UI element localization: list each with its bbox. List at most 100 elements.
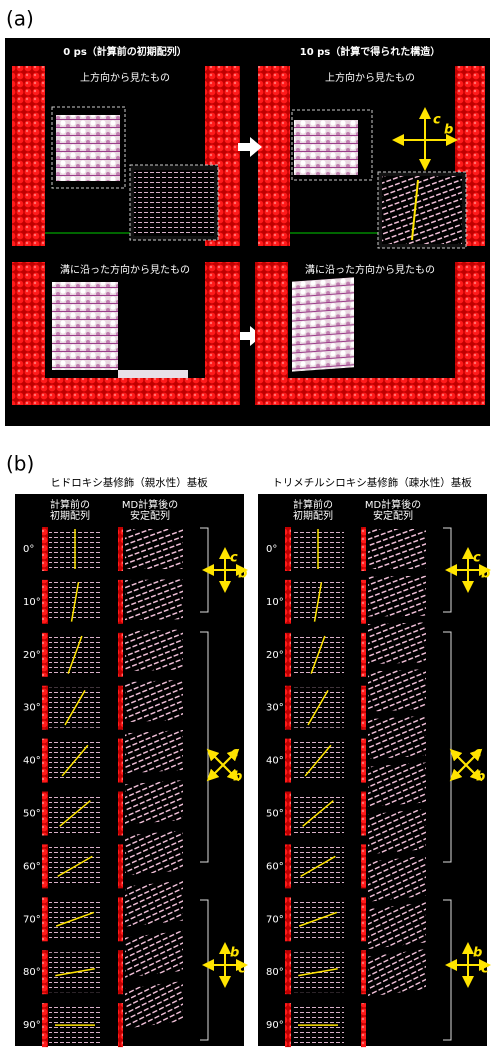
figure: (a) 0 ps（計算前の初期配列） 10 ps（計算で得られた構造） 上方向か… [0, 0, 495, 1050]
md-arrangement [125, 579, 183, 620]
substrate [118, 739, 123, 783]
substrate [42, 950, 48, 994]
md-arrangement [125, 780, 183, 824]
substrate [285, 792, 291, 836]
angle-label: 70° [266, 914, 284, 925]
md-arrangement [368, 809, 426, 854]
md-arrangement [368, 762, 426, 806]
angle-label: 80° [23, 967, 41, 978]
axis-label: c [473, 551, 481, 566]
md-arrangement [368, 576, 426, 617]
substrate [361, 897, 366, 941]
substrate [361, 633, 366, 677]
panel-label: (a) [6, 7, 34, 31]
axis-label: b [230, 946, 239, 961]
md-arrangement [368, 622, 426, 664]
substrate [361, 950, 366, 994]
substrate [285, 686, 291, 730]
substrate [42, 844, 48, 888]
md-arrangement [125, 881, 183, 927]
axis-label: b [481, 567, 490, 582]
substrate [42, 897, 48, 941]
substrate [42, 633, 48, 677]
substrate [118, 580, 123, 624]
axis-label: c [231, 746, 239, 761]
angle-label: 10° [23, 597, 41, 608]
angle-label: 60° [23, 861, 41, 872]
caption: 溝に沿った方向から見たもの [305, 263, 435, 276]
axis-label: c [481, 962, 489, 977]
substrate [285, 739, 291, 783]
axis-label: c [474, 746, 482, 761]
axis-label: b [473, 946, 482, 961]
angle-label: 60° [266, 861, 284, 872]
substrate [361, 1003, 366, 1047]
axis-label: c [230, 551, 238, 566]
md-arrangement [368, 902, 426, 949]
md-arrangement [125, 981, 183, 1029]
angle-label: 20° [23, 650, 41, 661]
angle-label: 70° [23, 914, 41, 925]
substrate [361, 686, 366, 730]
md-arrangement [368, 949, 426, 997]
angle-label: 40° [23, 756, 41, 767]
column-header: 初期配列 [50, 509, 90, 522]
panel-title: ヒドロキシ基修飾（親水性）基板 [50, 476, 208, 489]
caption: 上方向から見たもの [325, 71, 415, 84]
substrate [42, 580, 48, 624]
column-header: MD計算後の [122, 498, 178, 511]
substrate [42, 1003, 48, 1047]
angle-label: 80° [266, 967, 284, 978]
md-arrangement [368, 716, 426, 759]
substrate [42, 792, 48, 836]
substrate [118, 686, 123, 730]
md-arrangement [368, 669, 426, 712]
angle-label: 0° [23, 544, 34, 555]
substrate [285, 897, 291, 941]
angle-label: 0° [266, 544, 277, 555]
column-header: 安定配列 [373, 509, 413, 522]
substrate [285, 950, 291, 994]
substrate [285, 580, 291, 624]
substrate [118, 527, 123, 571]
column-header: 計算前の [293, 498, 333, 511]
substrate [285, 1003, 291, 1047]
angle-label: 90° [23, 1020, 41, 1031]
md-arrangement [125, 730, 183, 773]
md-arrangement [368, 529, 426, 569]
substrate [285, 633, 291, 677]
angle-label: 50° [266, 809, 284, 820]
substrate [118, 897, 123, 941]
substrate [361, 580, 366, 624]
substrate [118, 844, 123, 888]
angle-label: 30° [266, 703, 284, 714]
substrate [361, 527, 366, 571]
title: 10 ps（計算で得られた構造） [300, 45, 441, 58]
axis-label: c [238, 962, 246, 977]
md-arrangement [125, 830, 183, 875]
axis-label: c [433, 113, 441, 128]
angle-label: 50° [23, 809, 41, 820]
angle-label: 40° [266, 756, 284, 767]
substrate [285, 527, 291, 571]
substrate [42, 527, 48, 571]
axis-label: b [444, 123, 453, 138]
substrate [118, 792, 123, 836]
angle-label: 90° [266, 1020, 284, 1031]
panel-label: (b) [6, 452, 34, 476]
substrate [118, 633, 123, 677]
substrate [285, 844, 291, 888]
column-header: 計算前の [50, 498, 90, 511]
axis-label: b [238, 567, 247, 582]
angle-label: 20° [266, 650, 284, 661]
axis-label: b [476, 770, 485, 785]
md-arrangement [125, 931, 183, 978]
caption: 溝に沿った方向から見たもの [60, 263, 190, 276]
column-header: 初期配列 [293, 509, 333, 522]
substrate [118, 950, 123, 994]
caption: 上方向から見たもの [80, 71, 170, 84]
title: 0 ps（計算前の初期配列） [63, 45, 187, 58]
substrate [361, 739, 366, 783]
angle-label: 30° [23, 703, 41, 714]
column-header: MD計算後の [365, 498, 421, 511]
